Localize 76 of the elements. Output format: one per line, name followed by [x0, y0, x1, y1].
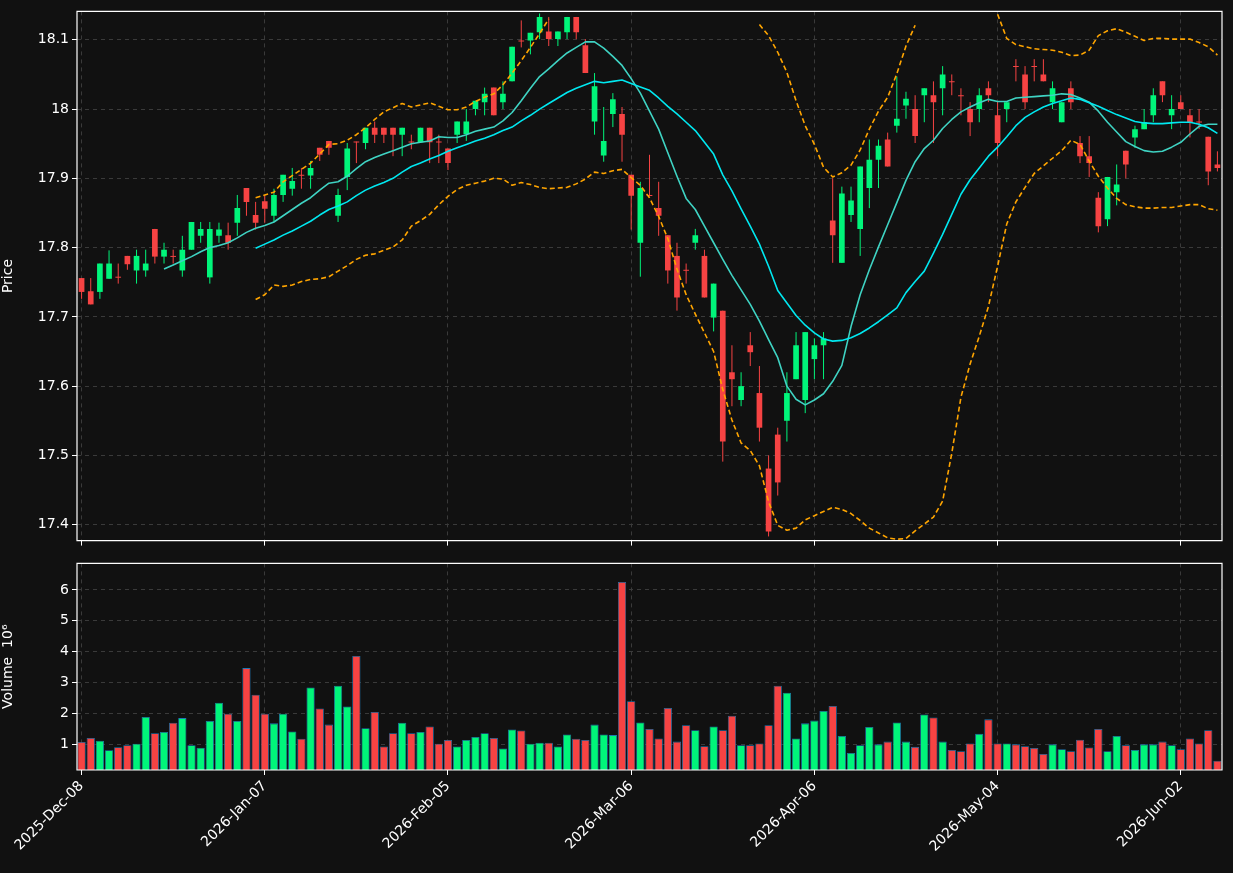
candlestick: [216, 222, 222, 244]
candlestick: [261, 194, 268, 224]
y-tick-label: 4: [60, 642, 70, 659]
y-tick-label: 1: [60, 735, 69, 752]
candlestick: [371, 121, 378, 144]
candlestick: [170, 249, 177, 265]
candlestick: [976, 87, 983, 123]
line-series: [254, 139, 1219, 541]
candlestick: [848, 186, 854, 223]
y-tick-label: 18: [51, 99, 69, 116]
candlestick: [463, 108, 470, 142]
candlestick: [1187, 108, 1193, 138]
y-tick-label: 17.4: [37, 515, 70, 532]
candlestick: [225, 222, 231, 251]
candlestick: [930, 80, 937, 144]
candlestick: [1214, 150, 1221, 172]
candlestick: [628, 174, 635, 231]
y-axis-title: Price: [0, 258, 16, 294]
y-tick-label: 18.1: [37, 30, 69, 47]
candlestick: [335, 188, 341, 223]
candlestick: [903, 91, 909, 120]
y-tick-label: 17.9: [37, 168, 69, 185]
candlestick: [1122, 150, 1129, 179]
candlestick: [390, 127, 396, 157]
candlestick: [738, 371, 744, 407]
candlestick: [610, 92, 616, 128]
candlestick: [921, 87, 928, 123]
candlestick: [234, 194, 241, 237]
candlestick: [555, 30, 561, 47]
candlestick: [142, 249, 149, 278]
y-tick-label: 2: [60, 704, 69, 721]
candlestick: [600, 106, 607, 163]
candlestick: [683, 263, 689, 285]
candlestick: [967, 101, 973, 137]
candlestick: [518, 19, 525, 48]
candlestick: [1196, 108, 1202, 130]
candlestick: [747, 331, 754, 367]
candlestick: [197, 221, 204, 244]
y-tick-label: 3: [60, 673, 69, 690]
y-tick-label: 17.8: [37, 238, 69, 255]
y-tick-label: 17.7: [37, 307, 69, 324]
candlestick: [655, 181, 662, 237]
candlestick: [958, 87, 964, 116]
y-tick-label: 5: [60, 611, 69, 628]
candlestick: [1132, 125, 1138, 149]
candlestick: [399, 127, 406, 157]
candlestick: [161, 242, 167, 265]
candlestick: [289, 167, 296, 197]
candlestick: [500, 80, 506, 110]
candlestick: [619, 106, 625, 163]
y-tick-label: 17.5: [37, 446, 69, 463]
y-axis-title: Volume 10⁶: [0, 624, 16, 709]
y-tick-label: 17.6: [37, 376, 70, 393]
candlestick: [729, 344, 735, 407]
candlestick: [1113, 163, 1120, 206]
candlestick: [271, 188, 277, 223]
candlestick: [307, 160, 314, 190]
candlestick: [1077, 135, 1083, 164]
candlestick: [545, 16, 552, 47]
candlestick: [252, 201, 259, 231]
y-tick-label: 6: [60, 580, 70, 597]
candlestick: [87, 277, 94, 305]
candlestick: [692, 228, 699, 251]
candlestick: [893, 76, 900, 134]
candlestick: [1013, 58, 1019, 82]
candlestick: [435, 134, 442, 164]
candlestick: [381, 127, 387, 144]
candlestick: [115, 263, 122, 285]
candlestick: [1150, 87, 1157, 123]
candlestick: [829, 177, 836, 264]
candlestick: [1003, 101, 1010, 123]
candlestick: [106, 249, 112, 280]
candlestick: [1031, 58, 1038, 82]
candlestick: [948, 73, 955, 96]
candlestick: [985, 80, 992, 103]
candlestick: [1086, 135, 1093, 178]
